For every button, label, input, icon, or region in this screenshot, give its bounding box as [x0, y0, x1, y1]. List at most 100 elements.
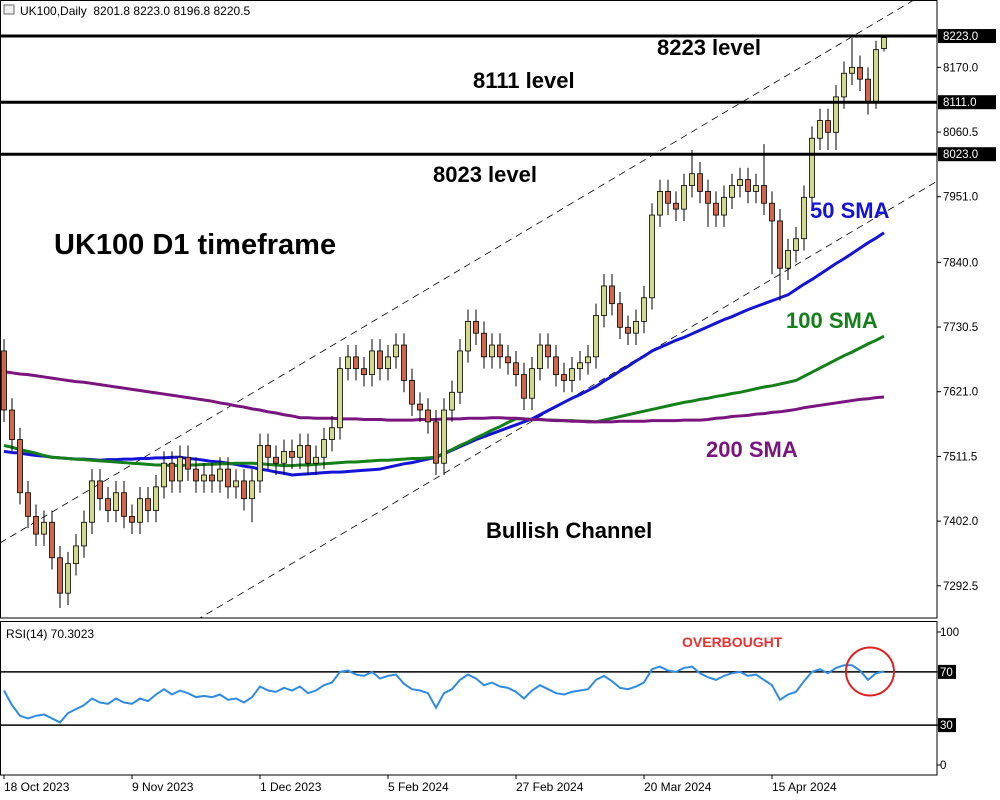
- candle-body: [617, 303, 623, 328]
- candle-body: [657, 191, 663, 216]
- collapse-icon: [3, 4, 15, 15]
- candle-body: [153, 486, 159, 511]
- candle-body: [81, 521, 87, 547]
- candle-body: [393, 344, 399, 358]
- candle-body: [577, 362, 583, 370]
- series-label: 200 SMA: [706, 437, 798, 462]
- candle-body: [281, 450, 287, 464]
- candle-body: [545, 344, 551, 358]
- candle-body: [521, 374, 527, 399]
- candle-body: [681, 185, 687, 210]
- y-tick-label: 7621.0: [943, 387, 978, 399]
- candle-body: [513, 362, 519, 375]
- candle-body: [65, 563, 71, 594]
- candle-body: [793, 238, 799, 251]
- candle-body: [369, 350, 375, 375]
- candle-body: [721, 196, 727, 216]
- candle-body: [129, 515, 135, 523]
- candle-body: [1, 350, 7, 411]
- level-tag: [938, 147, 996, 162]
- series-label: 50 SMA: [810, 198, 890, 223]
- candle-body: [25, 492, 31, 517]
- candle-body: [785, 250, 791, 269]
- candle-body: [329, 427, 335, 440]
- candle-body: [713, 202, 719, 216]
- series-label: 100 SMA: [786, 308, 878, 333]
- y-tick-label: 7730.5: [943, 322, 978, 334]
- x-tick-label: 27 Feb 2024: [516, 780, 584, 794]
- candle-body: [865, 78, 871, 104]
- y-tick-label: 8170.0: [943, 62, 978, 74]
- candle-body: [305, 445, 311, 464]
- candle-body: [161, 462, 167, 488]
- candle-body: [257, 445, 263, 482]
- y-tick-label: 7840.0: [943, 257, 978, 269]
- y-tick-label: 7511.5: [943, 451, 977, 463]
- candle-body: [233, 480, 239, 488]
- candle-body: [265, 445, 271, 458]
- candle-body: [849, 66, 855, 74]
- axes: 8170.0 8060.5 7951.0 7840.0 7730.5 7621.0 7511…: [3, 29, 996, 794]
- level-annotation: 8023 level: [433, 162, 537, 187]
- x-tick-label: 9 Nov 2023: [132, 780, 194, 794]
- candle-body: [217, 468, 223, 482]
- candle-body: [345, 356, 351, 370]
- rsi-area: [0, 646, 937, 726]
- candle-body: [297, 445, 303, 458]
- candle-body: [41, 521, 47, 535]
- candle-body: [497, 344, 503, 358]
- candle-body: [817, 120, 823, 139]
- candle-body: [465, 321, 471, 352]
- rsi-line: [3, 664, 885, 724]
- candle-body: [385, 356, 391, 370]
- level-tag: [938, 95, 996, 110]
- candle-body: [353, 356, 359, 370]
- candle-body: [321, 439, 327, 458]
- overbought-label: OVERBOUGHT: [682, 634, 783, 650]
- channel-line: [0, 0, 915, 544]
- candle-body: [641, 297, 647, 322]
- x-tick-label: 1 Dec 2023: [260, 780, 322, 794]
- candle-body: [873, 49, 879, 104]
- candle-body: [457, 350, 463, 393]
- y-tick-label: 7402.0: [943, 516, 978, 528]
- candle-body: [745, 179, 751, 192]
- candle-body: [825, 120, 831, 133]
- rsi-title: RSI(14) 70.3023: [6, 627, 94, 641]
- candle-body: [289, 450, 295, 458]
- level-tag-label: 8223.0: [943, 31, 978, 43]
- candle-body: [569, 368, 575, 381]
- candle-body: [417, 403, 423, 411]
- candle-body: [489, 344, 495, 358]
- x-tick-label: 20 Mar 2024: [644, 780, 712, 794]
- candle-body: [249, 480, 255, 500]
- candle-body: [841, 72, 847, 98]
- candle-body: [401, 344, 407, 381]
- candle-body: [473, 321, 479, 334]
- candle-body: [169, 462, 175, 482]
- candle-body: [377, 350, 383, 370]
- candle-body: [857, 66, 863, 80]
- candle-body: [585, 356, 591, 364]
- candle-body: [201, 474, 207, 482]
- candle-body: [809, 137, 815, 198]
- candle-body: [561, 374, 567, 381]
- candle-body: [9, 409, 15, 440]
- candle-body: [737, 179, 743, 186]
- candle-body: [505, 356, 511, 364]
- level-annotation: 8111 level: [473, 68, 575, 93]
- level-tag: [938, 29, 996, 44]
- candle-body: [177, 456, 183, 482]
- candle-body: [601, 285, 607, 316]
- candle-body: [89, 480, 95, 523]
- candle-body: [241, 480, 247, 500]
- candle-body: [697, 173, 703, 192]
- candle-body: [553, 356, 559, 375]
- candle-body: [105, 498, 111, 511]
- candle-body: [17, 439, 23, 494]
- main-frame: [0, 0, 938, 619]
- rsi-tick-label: 100: [940, 627, 959, 639]
- candle-body: [833, 96, 839, 133]
